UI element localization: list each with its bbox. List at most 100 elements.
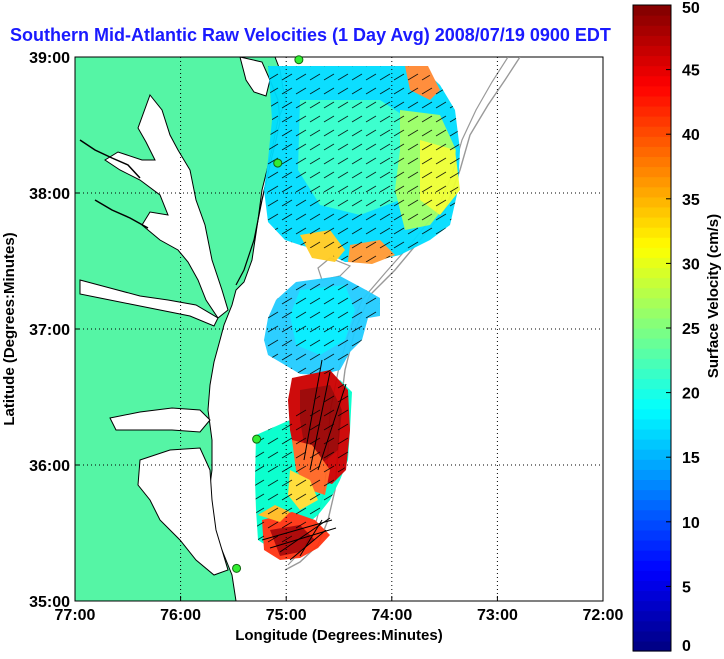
colorbar-cell — [633, 5, 671, 16]
colorbar-cell — [633, 267, 671, 279]
colorbar-cell — [633, 519, 671, 531]
colorbar-cell — [633, 439, 671, 450]
colorbar-tick-label: 0 — [682, 638, 691, 655]
velocity-arrows — [255, 380, 352, 548]
colorbar-cell — [633, 287, 671, 299]
colorbar-cell — [633, 317, 671, 329]
colorbar-cell — [633, 358, 671, 369]
radar-station-marker — [252, 434, 262, 444]
y-axis-ticks: 39:00 38:00 37:00 36:00 35:00 — [29, 50, 80, 611]
colorbar-cell — [633, 499, 671, 511]
x-tick-label: 72:00 — [583, 607, 624, 624]
colorbar-cell — [633, 237, 671, 248]
colorbar-tick-label: 15 — [682, 450, 700, 467]
colorbar-cell — [633, 408, 671, 420]
x-tick-label: 76:00 — [160, 607, 201, 624]
colorbar-cell — [633, 156, 671, 168]
x-tick-label: 74:00 — [371, 607, 412, 624]
colorbar-cell — [633, 509, 671, 521]
colorbar: 0 5 10 15 20 25 30 35 40 45 50 Surface Velocity (c… — [632, 0, 722, 655]
colorbar-cell — [633, 449, 671, 460]
velocity-arrows — [264, 276, 380, 375]
colorbar-cell — [633, 590, 671, 602]
colorbar-cell — [633, 630, 671, 642]
james-river — [79, 279, 219, 327]
map-grid — [75, 57, 603, 601]
velocity-field — [255, 66, 460, 561]
colorbar-cell — [633, 25, 671, 36]
colorbar-tick-label: 50 — [682, 0, 700, 17]
rappahannock-river — [94, 199, 149, 229]
x-axis-ticks: 77:00 76:00 75:00 74:00 73:00 72:00 — [55, 596, 624, 624]
colorbar-label: Surface Velocity (cm/s) — [705, 214, 722, 378]
colorbar-cell — [633, 45, 671, 57]
y-tick-label: 35:00 — [29, 594, 70, 611]
chesapeake-bay — [104, 93, 229, 319]
colorbar-cell — [633, 600, 671, 612]
colorbar-tick-label: 35 — [682, 192, 700, 209]
colorbar-cell — [633, 428, 671, 440]
colorbar-cell — [633, 227, 671, 238]
colorbar-cell — [633, 257, 671, 269]
colorbar-cell — [633, 75, 671, 87]
colorbar-cell — [633, 146, 671, 158]
colorbar-cell — [633, 216, 671, 228]
colorbar-cell — [633, 489, 671, 501]
colorbar-cell — [633, 348, 671, 359]
colorbar-cell — [633, 539, 671, 551]
colorbar-cell — [633, 388, 671, 400]
chart-title: Southern Mid-Atlantic Raw Velocities (1 … — [10, 25, 611, 45]
y-tick-label: 36:00 — [29, 458, 70, 475]
colorbar-cell — [633, 338, 671, 349]
colorbar-cell — [633, 55, 671, 67]
colorbar-cell — [633, 95, 671, 107]
colorbar-cell — [633, 479, 671, 491]
colorbar-tick-label: 5 — [682, 579, 691, 596]
radar-stations — [232, 55, 304, 573]
colorbar-cell — [633, 186, 671, 198]
colorbar-cell — [633, 176, 671, 188]
colorbar-cell — [633, 529, 671, 541]
x-axis-label: Longitude (Degrees:Minutes) — [235, 627, 443, 644]
colorbar-cell — [633, 105, 671, 117]
radar-station-marker — [273, 158, 283, 168]
hatteras-arrows — [261, 359, 347, 561]
colorbar-cell — [633, 35, 671, 46]
colorbar-cell — [633, 166, 671, 178]
colorbar-cell — [633, 116, 671, 127]
colorbar-cell — [633, 640, 671, 652]
colorbar-cell — [633, 85, 671, 97]
colorbar-cell — [633, 15, 671, 26]
radar-station-marker — [294, 55, 304, 65]
colorbar-tick-label: 45 — [682, 63, 700, 80]
colorbar-cell — [633, 550, 671, 561]
colorbar-tick-label: 20 — [682, 386, 700, 403]
pamlico-sound — [137, 447, 229, 576]
y-tick-label: 37:00 — [29, 322, 70, 339]
colorbar-cell — [633, 368, 671, 380]
map-panel — [74, 55, 604, 602]
colorbar-cell — [633, 126, 671, 137]
y-axis-label: Latitude (Degrees:Minutes) — [1, 232, 18, 425]
x-tick-label: 75:00 — [266, 607, 307, 624]
colorbar-cell — [633, 580, 671, 592]
colorbar-cell — [633, 328, 671, 339]
colorbar-tick-label: 30 — [682, 256, 700, 273]
y-tick-label: 39:00 — [29, 50, 70, 67]
colorbar-cell — [633, 459, 671, 470]
colorbar-cell — [633, 196, 671, 208]
radar-station-marker — [232, 563, 242, 573]
colorbar-cell — [633, 418, 671, 430]
colorbar-tick-label: 40 — [682, 127, 700, 144]
x-tick-label: 73:00 — [477, 607, 518, 624]
velocity-arrows — [264, 66, 460, 262]
colorbar-cell — [633, 206, 671, 218]
y-tick-label: 38:00 — [29, 186, 70, 203]
delaware-bay — [239, 57, 271, 97]
colorbar-cell — [633, 378, 671, 390]
colorbar-tick-label: 25 — [682, 321, 700, 338]
colorbar-cell — [633, 307, 671, 319]
colorbar-cell — [633, 560, 671, 571]
colorbar-cell — [633, 469, 671, 481]
x-tick-label: 77:00 — [55, 607, 96, 624]
